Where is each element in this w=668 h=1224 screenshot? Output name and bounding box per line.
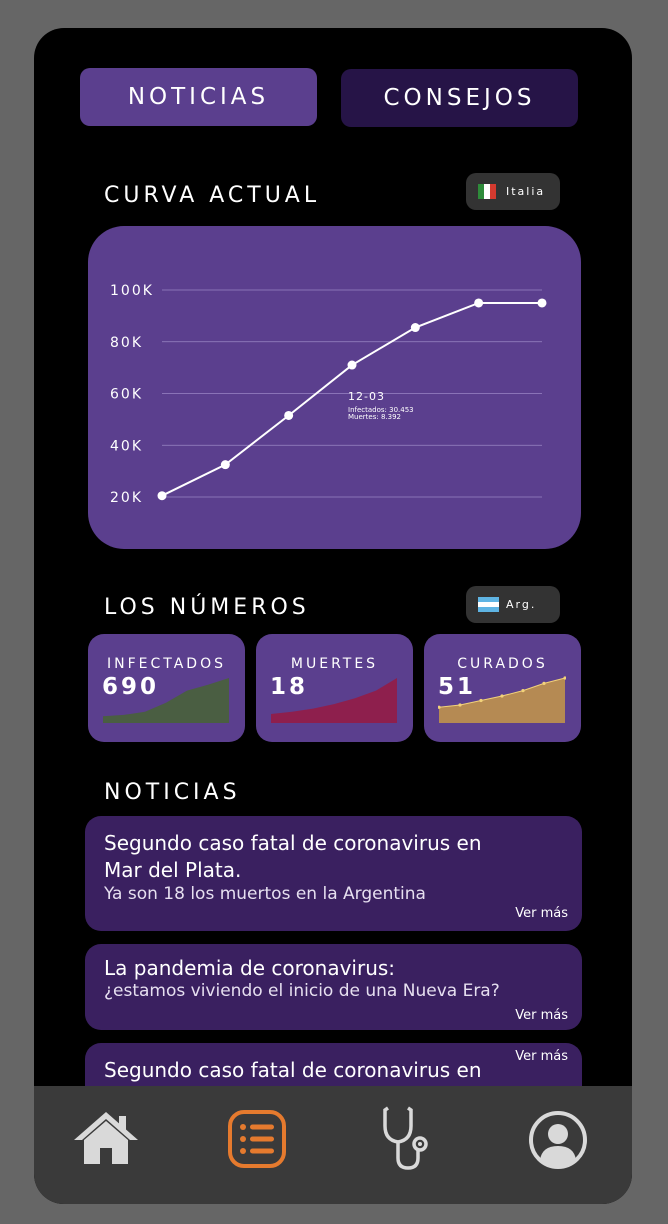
sparkline-area bbox=[271, 678, 397, 723]
sparkline-area bbox=[439, 678, 565, 723]
list-icon[interactable] bbox=[228, 1110, 286, 1172]
country-selector-argentina[interactable]: Arg. bbox=[466, 586, 560, 623]
ver-mas-link[interactable]: Ver más bbox=[515, 1008, 568, 1023]
curve-chart-card: 20K 40K 60K 80K 100K 12-03 Infectados: 30.453 M… bbox=[88, 226, 581, 549]
news-subtitle: ¿estamos viviendo el inicio de una Nueva… bbox=[104, 981, 500, 1001]
stat-label: INFECTADOS bbox=[106, 656, 226, 672]
bottom-navigation bbox=[34, 1086, 632, 1204]
news-card[interactable]: Segundo caso fatal de coronavirus en Mar… bbox=[85, 816, 582, 931]
y-tick-label: 20K bbox=[110, 490, 143, 506]
home-icon[interactable] bbox=[72, 1110, 140, 1170]
ver-mas-link[interactable]: Ver más bbox=[515, 906, 568, 921]
argentina-flag-icon bbox=[478, 597, 499, 612]
data-point[interactable] bbox=[220, 460, 230, 470]
y-tick-label: 60K bbox=[110, 387, 143, 403]
stat-sparkline bbox=[438, 676, 566, 723]
data-point[interactable] bbox=[474, 298, 484, 308]
sparkline-point bbox=[563, 676, 566, 680]
tab-noticias[interactable]: NOTICIAS bbox=[80, 68, 317, 126]
stat-sparkline bbox=[103, 678, 229, 723]
italy-flag-icon bbox=[478, 184, 496, 199]
sparkline-area bbox=[103, 678, 229, 723]
sparkline-point bbox=[458, 703, 462, 707]
news-title-line: Segundo caso fatal de coronavirus en bbox=[104, 831, 482, 855]
tooltip-muertes: Muertes: 8.392 bbox=[348, 413, 401, 421]
data-point[interactable] bbox=[157, 491, 167, 501]
news-section-title: NOTICIAS bbox=[104, 780, 241, 805]
stat-value: 690 bbox=[102, 674, 160, 700]
tab-noticias-label: NOTICIAS bbox=[127, 84, 270, 110]
data-point[interactable] bbox=[284, 410, 294, 420]
y-tick-label: 40K bbox=[110, 438, 143, 454]
y-tick-label: 100K bbox=[110, 283, 154, 299]
stat-card-infectados[interactable]: INFECTADOS 690 bbox=[88, 634, 245, 742]
stat-card-muertes[interactable]: MUERTES 18 bbox=[256, 634, 413, 742]
sparkline-point bbox=[438, 705, 441, 709]
numbers-section-title: LOS NÚMEROS bbox=[104, 595, 310, 620]
stat-card-curados[interactable]: CURADOS 51 bbox=[424, 634, 581, 742]
news-title-line: Segundo caso fatal de coronavirus en bbox=[104, 1058, 482, 1082]
news-card[interactable]: La pandemia de coronavirus: ¿estamos viv… bbox=[85, 944, 582, 1030]
curve-chart: 20K 40K 60K 80K 100K 12-03 Infectados: 30.453M… bbox=[110, 283, 547, 506]
tab-consejos[interactable]: CONSEJOS bbox=[341, 69, 578, 127]
news-subtitle: Ya son 18 los muertos en la Argentina bbox=[104, 884, 426, 904]
y-tick-label: 80K bbox=[110, 335, 143, 351]
data-point[interactable] bbox=[410, 323, 420, 333]
country-name: Arg. bbox=[506, 598, 537, 611]
data-point[interactable] bbox=[537, 298, 547, 308]
stat-value: 18 bbox=[270, 674, 309, 700]
stat-label: MUERTES bbox=[290, 656, 379, 672]
tooltip-date: 12-03 bbox=[348, 390, 385, 403]
stat-sparkline bbox=[271, 678, 397, 723]
sparkline-point bbox=[500, 694, 504, 698]
news-title-line: La pandemia de coronavirus: bbox=[104, 956, 396, 980]
sparkline-point bbox=[521, 689, 525, 693]
data-point[interactable] bbox=[347, 360, 357, 370]
stat-value: 51 bbox=[438, 674, 477, 700]
tab-consejos-label: CONSEJOS bbox=[383, 85, 536, 111]
tooltip-infectados: Infectados: 30.453 bbox=[348, 406, 414, 414]
stat-label: CURADOS bbox=[457, 656, 548, 672]
country-name: Italia bbox=[506, 185, 546, 198]
sparkline-point bbox=[542, 681, 546, 685]
country-selector-italia[interactable]: Italia bbox=[466, 173, 560, 210]
sparkline-point bbox=[479, 698, 483, 703]
ver-mas-link[interactable]: Ver más bbox=[515, 1049, 568, 1064]
news-title-line: Mar del Plata. bbox=[104, 858, 242, 882]
phone-frame: NOTICIAS CONSEJOS CURVA ACTUAL Italia 20… bbox=[34, 28, 632, 1204]
curve-section-title: CURVA ACTUAL bbox=[104, 183, 321, 208]
profile-icon[interactable] bbox=[528, 1110, 588, 1174]
stethoscope-icon[interactable] bbox=[380, 1104, 436, 1178]
